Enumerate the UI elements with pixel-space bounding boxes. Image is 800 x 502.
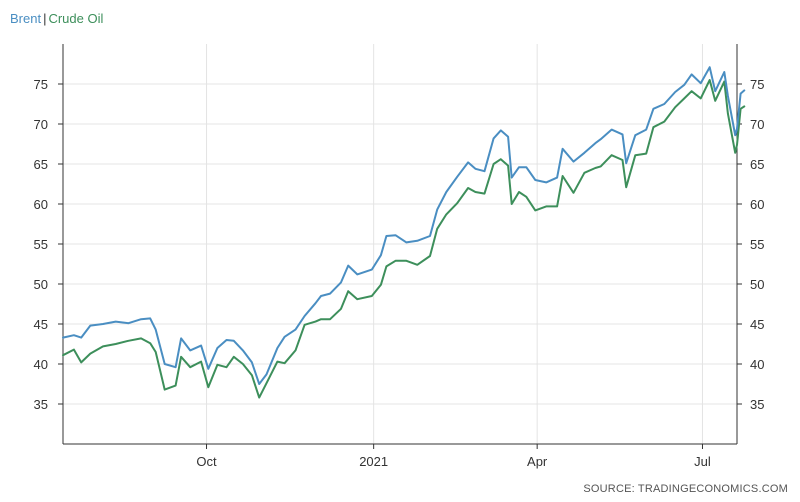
y-tick-label-left: 70 xyxy=(34,117,48,132)
y-tick-label-right: 60 xyxy=(750,197,764,212)
y-tick-label-left: 75 xyxy=(34,77,48,92)
y-tick-label-right: 40 xyxy=(750,357,764,372)
y-tick-label-left: 40 xyxy=(34,357,48,372)
series-brent-line xyxy=(62,66,746,385)
line-chart: 35 35 40 40 45 45 50 50 55 55 60 60 65 65 70 70 75 75 Oct 2… xyxy=(34,44,764,469)
y-tick-label-left: 65 xyxy=(34,157,48,172)
y-tick-label-right: 70 xyxy=(750,117,764,132)
y-tick-label-right: 50 xyxy=(750,277,764,292)
y-tick-label-right: 75 xyxy=(750,77,764,92)
y-tick-label-right: 65 xyxy=(750,157,764,172)
x-tick-label: Apr xyxy=(527,454,548,469)
y-tick-label-right: 35 xyxy=(750,397,764,412)
y-tick-label-left: 50 xyxy=(34,277,48,292)
y-tick-label-left: 55 xyxy=(34,237,48,252)
legend-brent[interactable]: Brent xyxy=(10,11,42,26)
y-tick-label-left: 60 xyxy=(34,197,48,212)
y-tick-label-left: 35 xyxy=(34,397,48,412)
chart-legend: Brent | Crude Oil xyxy=(10,11,103,26)
legend-crude-oil[interactable]: Crude Oil xyxy=(48,11,104,26)
x-tick-label: 2021 xyxy=(359,454,388,469)
y-tick-label-right: 45 xyxy=(750,317,764,332)
series-crude-oil-line xyxy=(62,79,746,399)
y-tick-label-left: 45 xyxy=(34,317,48,332)
y-tick-label-right: 55 xyxy=(750,237,764,252)
x-tick-label: Jul xyxy=(694,454,711,469)
source-credit: SOURCE: TRADINGECONOMICS.COM xyxy=(583,483,788,495)
legend-separator: | xyxy=(43,11,47,26)
x-tick-label: Oct xyxy=(196,454,217,469)
